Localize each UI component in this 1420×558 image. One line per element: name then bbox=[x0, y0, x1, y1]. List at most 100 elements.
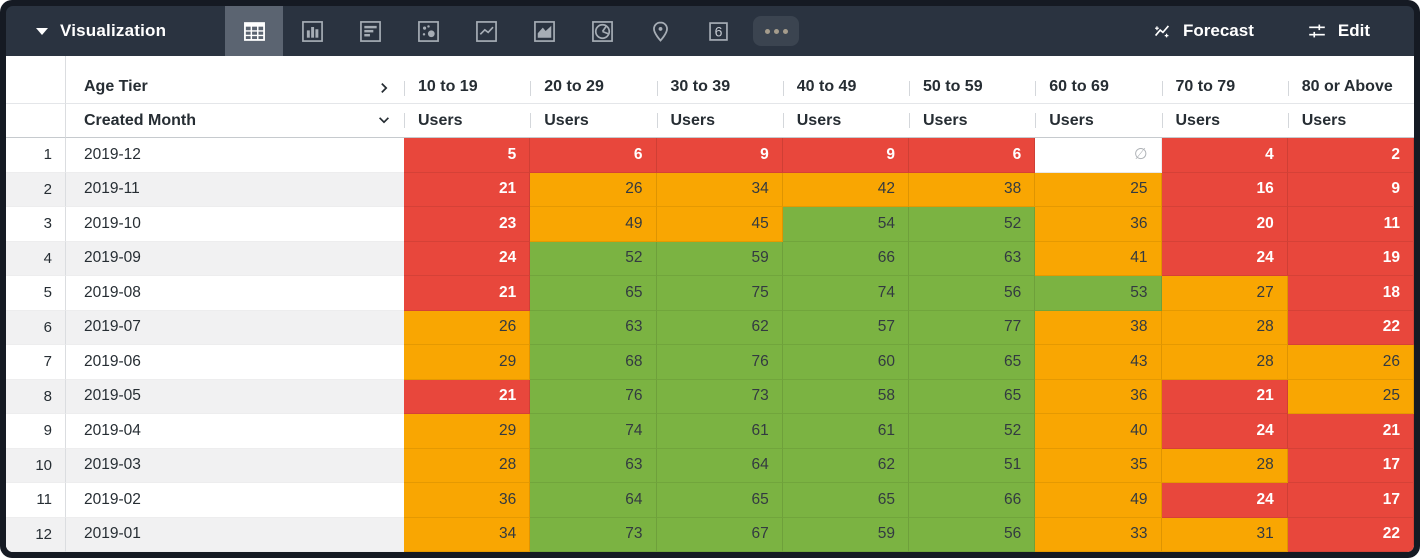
month-cell[interactable]: 2019-10 bbox=[66, 207, 404, 242]
data-cell[interactable]: 17 bbox=[1287, 483, 1414, 518]
data-cell[interactable]: 35 bbox=[1035, 448, 1162, 483]
viz-type-table[interactable] bbox=[225, 6, 283, 56]
pivot-column-header[interactable]: 10 to 19 bbox=[404, 56, 531, 104]
data-cell[interactable]: 64 bbox=[530, 483, 657, 518]
data-cell[interactable]: 24 bbox=[404, 241, 531, 276]
data-cell[interactable]: 56 bbox=[909, 517, 1036, 552]
measure-header[interactable]: Users bbox=[1287, 104, 1414, 138]
data-cell[interactable]: 28 bbox=[1161, 345, 1288, 380]
data-cell[interactable]: 74 bbox=[782, 276, 909, 311]
data-cell[interactable]: 34 bbox=[656, 172, 783, 207]
data-cell[interactable]: 9 bbox=[1287, 172, 1414, 207]
data-cell[interactable]: 52 bbox=[909, 414, 1036, 449]
viz-type-bar[interactable] bbox=[283, 6, 341, 56]
pivot-field-header[interactable]: Age Tier bbox=[66, 56, 404, 104]
data-cell[interactable]: 63 bbox=[530, 448, 657, 483]
data-cell[interactable]: 52 bbox=[909, 207, 1036, 242]
data-cell[interactable]: 17 bbox=[1287, 448, 1414, 483]
data-cell[interactable]: 4 bbox=[1161, 138, 1288, 173]
data-cell[interactable]: 58 bbox=[782, 379, 909, 414]
data-cell[interactable]: 59 bbox=[656, 241, 783, 276]
data-cell[interactable]: 21 bbox=[404, 172, 531, 207]
chevron-right-icon[interactable] bbox=[377, 81, 391, 95]
data-cell[interactable]: 45 bbox=[656, 207, 783, 242]
month-cell[interactable]: 2019-07 bbox=[66, 310, 404, 345]
data-cell[interactable]: 63 bbox=[530, 310, 657, 345]
measure-header[interactable]: Users bbox=[656, 104, 783, 138]
viz-type-scatter[interactable] bbox=[399, 6, 457, 56]
data-cell[interactable]: 9 bbox=[656, 138, 783, 173]
measure-header[interactable]: Users bbox=[782, 104, 909, 138]
data-cell[interactable]: 62 bbox=[782, 448, 909, 483]
data-cell[interactable]: 29 bbox=[404, 345, 531, 380]
data-cell[interactable]: 25 bbox=[1035, 172, 1162, 207]
data-cell[interactable]: 65 bbox=[530, 276, 657, 311]
measure-header[interactable]: Users bbox=[1161, 104, 1288, 138]
data-cell[interactable]: 33 bbox=[1035, 517, 1162, 552]
data-cell[interactable]: 36 bbox=[1035, 207, 1162, 242]
data-cell[interactable]: 5 bbox=[404, 138, 531, 173]
data-cell[interactable]: 76 bbox=[530, 379, 657, 414]
data-cell[interactable]: 43 bbox=[1035, 345, 1162, 380]
data-cell[interactable]: 34 bbox=[404, 517, 531, 552]
data-cell[interactable]: 74 bbox=[530, 414, 657, 449]
data-cell[interactable]: 77 bbox=[909, 310, 1036, 345]
data-cell[interactable]: 76 bbox=[656, 345, 783, 380]
data-cell[interactable]: 22 bbox=[1287, 310, 1414, 345]
data-cell[interactable]: 65 bbox=[782, 483, 909, 518]
month-cell[interactable]: 2019-03 bbox=[66, 448, 404, 483]
data-cell[interactable]: 64 bbox=[656, 448, 783, 483]
month-cell[interactable]: 2019-01 bbox=[66, 517, 404, 552]
visualization-menu[interactable]: Visualization bbox=[6, 6, 225, 56]
data-cell[interactable]: 49 bbox=[530, 207, 657, 242]
data-cell[interactable]: 56 bbox=[909, 276, 1036, 311]
data-cell[interactable]: 61 bbox=[656, 414, 783, 449]
data-cell[interactable]: 40 bbox=[1035, 414, 1162, 449]
measure-header[interactable]: Users bbox=[404, 104, 531, 138]
data-cell[interactable]: 21 bbox=[404, 276, 531, 311]
pivot-column-header[interactable]: 40 to 49 bbox=[782, 56, 909, 104]
viz-type-single-value[interactable]: 6 bbox=[689, 6, 747, 56]
data-cell[interactable]: 42 bbox=[782, 172, 909, 207]
data-cell[interactable]: 51 bbox=[909, 448, 1036, 483]
pivot-column-header[interactable]: 20 to 29 bbox=[530, 56, 657, 104]
data-cell[interactable]: 60 bbox=[782, 345, 909, 380]
data-cell[interactable]: 52 bbox=[530, 241, 657, 276]
data-cell[interactable]: 6 bbox=[530, 138, 657, 173]
data-cell[interactable]: 31 bbox=[1161, 517, 1288, 552]
viz-type-pie[interactable] bbox=[573, 6, 631, 56]
data-cell[interactable]: 22 bbox=[1287, 517, 1414, 552]
month-cell[interactable]: 2019-11 bbox=[66, 172, 404, 207]
pivot-column-header[interactable]: 80 or Above bbox=[1287, 56, 1414, 104]
data-cell[interactable]: 54 bbox=[782, 207, 909, 242]
edit-button[interactable]: Edit bbox=[1306, 20, 1370, 42]
data-cell[interactable]: 9 bbox=[782, 138, 909, 173]
data-cell[interactable]: 24 bbox=[1161, 483, 1288, 518]
measure-header[interactable]: Users bbox=[530, 104, 657, 138]
data-cell[interactable]: 23 bbox=[404, 207, 531, 242]
pivot-column-header[interactable]: 50 to 59 bbox=[909, 56, 1036, 104]
data-cell[interactable]: 38 bbox=[1035, 310, 1162, 345]
data-cell[interactable]: 66 bbox=[909, 483, 1036, 518]
data-cell[interactable]: 73 bbox=[530, 517, 657, 552]
viz-type-line[interactable] bbox=[457, 6, 515, 56]
data-cell[interactable]: 63 bbox=[909, 241, 1036, 276]
data-cell[interactable]: 20 bbox=[1161, 207, 1288, 242]
data-cell[interactable]: 61 bbox=[782, 414, 909, 449]
viz-type-map[interactable] bbox=[631, 6, 689, 56]
data-cell[interactable]: 21 bbox=[1161, 379, 1288, 414]
month-cell[interactable]: 2019-06 bbox=[66, 345, 404, 380]
data-cell[interactable]: 53 bbox=[1035, 276, 1162, 311]
data-cell[interactable]: 36 bbox=[1035, 379, 1162, 414]
data-cell[interactable]: 24 bbox=[1161, 241, 1288, 276]
row-field-header[interactable]: Created Month bbox=[66, 104, 404, 138]
month-cell[interactable]: 2019-02 bbox=[66, 483, 404, 518]
measure-header[interactable]: Users bbox=[909, 104, 1036, 138]
data-cell[interactable]: 67 bbox=[656, 517, 783, 552]
month-cell[interactable]: 2019-08 bbox=[66, 276, 404, 311]
measure-header[interactable]: Users bbox=[1035, 104, 1162, 138]
data-cell[interactable]: 57 bbox=[782, 310, 909, 345]
viz-type-horizontal-bar[interactable] bbox=[341, 6, 399, 56]
month-cell[interactable]: 2019-05 bbox=[66, 379, 404, 414]
data-cell[interactable]: 11 bbox=[1287, 207, 1414, 242]
